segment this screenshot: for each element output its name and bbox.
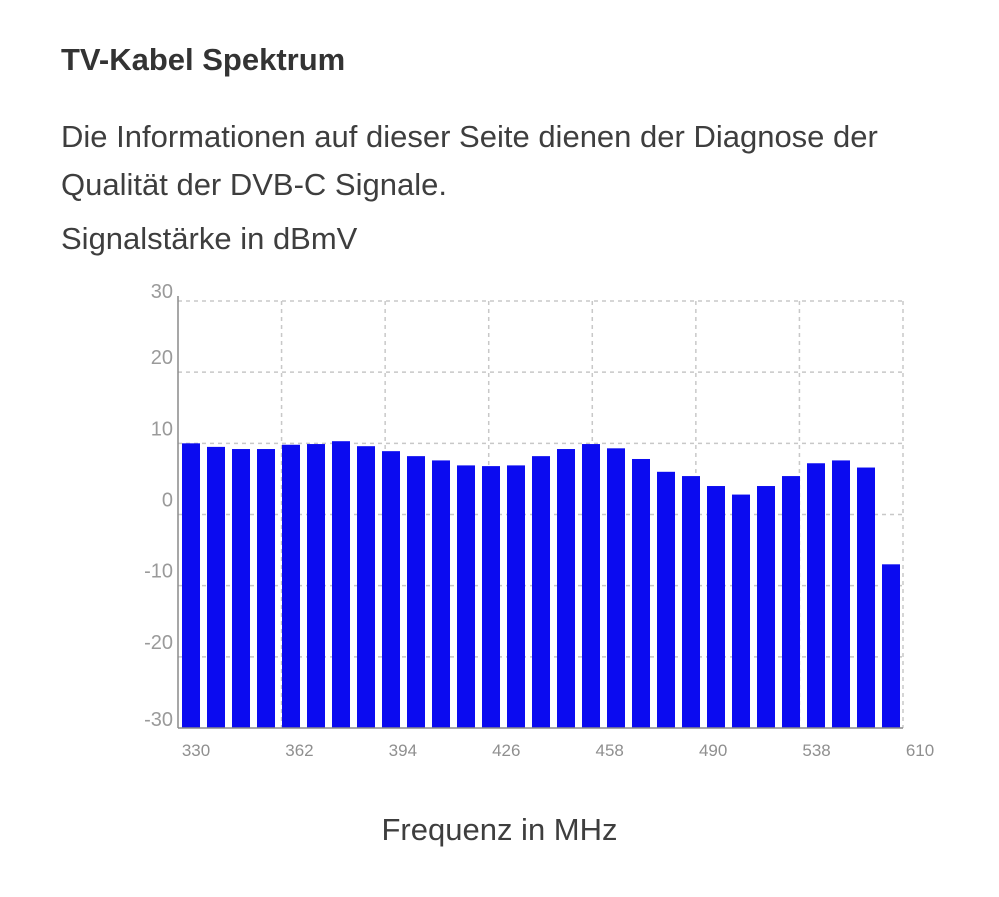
chart-tick-labels: 30 20 10 0 -10 -20 -30 330 362 394 426 458 490 538 610 <box>144 281 934 760</box>
x-tick-label: 458 <box>596 741 624 760</box>
bar <box>182 443 200 728</box>
x-tick-label: 426 <box>492 741 520 760</box>
bar <box>532 456 550 728</box>
bar <box>557 449 575 728</box>
x-tick-label: 490 <box>699 741 727 760</box>
bar <box>457 465 475 728</box>
bar <box>882 564 900 728</box>
bar <box>757 486 775 728</box>
y-tick-label: 30 <box>151 281 173 303</box>
bar <box>732 494 750 728</box>
signal-strength-chart: 30 20 10 0 -10 -20 -30 330 362 394 426 458 490 538 610 <box>144 281 934 760</box>
x-tick-label: 610 <box>906 741 934 760</box>
bar <box>257 449 275 728</box>
y-tick-label: 20 <box>151 347 173 369</box>
y-tick-label: 10 <box>151 418 173 440</box>
y-tick-label: -30 <box>144 709 173 731</box>
bar <box>682 476 700 728</box>
x-axis-title: Frequenz in MHz <box>381 812 618 847</box>
bar <box>632 458 650 728</box>
bar <box>657 471 675 728</box>
chart-axes <box>177 296 903 729</box>
bar <box>707 486 725 728</box>
x-tick-label: 394 <box>389 741 417 760</box>
chart-bars <box>182 441 900 728</box>
y-tick-label: -10 <box>144 561 173 583</box>
bar <box>607 448 625 728</box>
bar <box>832 460 850 728</box>
bar <box>432 460 450 728</box>
bar <box>857 467 875 728</box>
x-tick-label: 330 <box>182 741 210 760</box>
bar <box>307 444 325 728</box>
x-tick-label: 362 <box>285 741 313 760</box>
bar <box>807 463 825 728</box>
bar <box>507 465 525 728</box>
bar <box>332 441 350 728</box>
y-tick-label: -20 <box>144 632 173 654</box>
bar <box>482 466 500 728</box>
bar <box>782 476 800 728</box>
page-title: TV-Kabel Spektrum <box>61 42 346 77</box>
bar <box>582 444 600 728</box>
x-tick-label: 538 <box>802 741 830 760</box>
chart-title: Signalstärke in dBmV <box>61 221 358 256</box>
bar <box>382 451 400 728</box>
bar <box>357 446 375 728</box>
page-description: Die Informationen auf dieser Seite diene… <box>61 119 878 202</box>
bar <box>407 456 425 728</box>
bar <box>207 446 225 728</box>
y-tick-label: 0 <box>162 490 173 512</box>
bar <box>232 449 250 728</box>
bar <box>282 444 300 728</box>
